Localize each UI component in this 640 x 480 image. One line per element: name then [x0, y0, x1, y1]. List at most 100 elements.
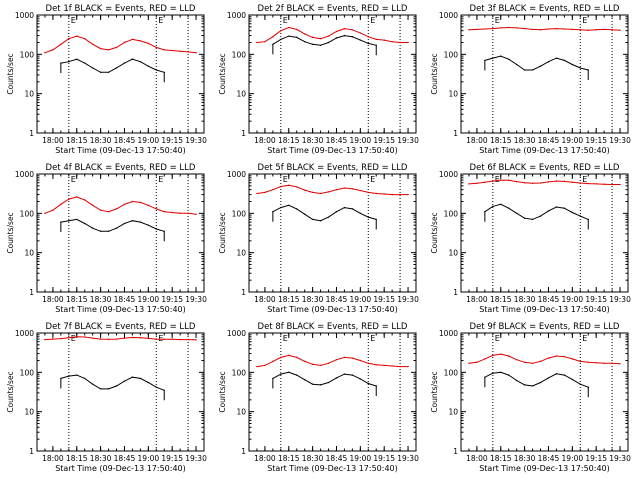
- data-point-events: [579, 215, 581, 217]
- data-point-events: [327, 381, 330, 384]
- data-point-lld: [91, 43, 94, 45]
- data-point-lld: [595, 29, 597, 31]
- data-point-lld: [147, 42, 150, 45]
- data-point-events: [492, 205, 494, 208]
- data-point-events: [68, 60, 70, 63]
- data-point-events: [84, 222, 86, 225]
- series-line-lld: [44, 336, 197, 341]
- data-point-events: [123, 62, 126, 64]
- data-point-lld: [351, 29, 354, 31]
- x-tick-label: 18:15: [490, 454, 512, 463]
- data-point-lld: [587, 182, 589, 185]
- data-point-lld: [311, 36, 314, 39]
- data-point-lld: [68, 37, 70, 40]
- data-point-events: [60, 221, 62, 223]
- y-tick-label: 100: [20, 209, 35, 218]
- data-point-events: [508, 374, 510, 376]
- y-tick-label: 10: [236, 249, 246, 258]
- data-point-lld: [327, 35, 330, 37]
- y-tick-label: 10: [448, 408, 458, 417]
- plot-frame: [460, 332, 629, 452]
- data-point-lld: [155, 338, 157, 340]
- data-point-lld: [539, 360, 542, 363]
- y-axis-label: Counts/sec: [6, 53, 15, 94]
- data-point-lld: [195, 339, 197, 341]
- data-point-lld: [280, 29, 282, 32]
- x-tick-label: 19:00: [350, 295, 372, 304]
- data-point-lld: [508, 179, 510, 182]
- data-point-lld: [579, 29, 581, 31]
- x-tick-label: 18:15: [278, 136, 300, 145]
- y-tick-label: 10: [236, 408, 246, 417]
- marker-label: E: [495, 16, 500, 25]
- x-tick-label: 18:15: [66, 454, 88, 463]
- marker-label: E: [71, 175, 76, 184]
- data-point-events: [531, 69, 534, 71]
- data-point-lld: [407, 193, 409, 196]
- data-point-lld: [484, 28, 486, 30]
- data-point-lld: [407, 365, 409, 368]
- x-tick-label: 18:15: [490, 136, 512, 145]
- data-point-events: [319, 44, 322, 46]
- data-point-events: [296, 374, 298, 376]
- data-point-events: [579, 67, 581, 69]
- data-point-lld: [383, 39, 385, 41]
- x-tick-label: 19:15: [585, 295, 607, 304]
- data-point-lld: [52, 49, 54, 51]
- data-point-lld: [139, 40, 142, 42]
- series-line-lld: [256, 354, 408, 368]
- x-tick-label: 18:00: [42, 295, 64, 304]
- data-point-events: [155, 69, 157, 71]
- data-point-events: [335, 211, 338, 213]
- data-point-lld: [531, 28, 534, 31]
- data-point-lld: [335, 358, 338, 361]
- data-point-events: [327, 216, 330, 218]
- data-point-lld: [319, 37, 322, 40]
- data-point-lld: [343, 356, 346, 359]
- data-point-events: [107, 388, 110, 390]
- plot-frame: [36, 14, 205, 134]
- y-axis-label: Counts/sec: [6, 212, 15, 253]
- x-tick-label: 18:45: [114, 295, 136, 304]
- data-point-events: [351, 36, 354, 38]
- data-point-events: [311, 383, 314, 385]
- data-point-events: [484, 211, 486, 213]
- data-point-events: [375, 385, 377, 387]
- x-tick-label: 19:00: [138, 295, 160, 304]
- plot-frame: [248, 332, 417, 452]
- data-point-lld: [288, 354, 290, 357]
- data-point-events: [60, 62, 62, 64]
- data-point-lld: [272, 36, 274, 38]
- series-line-events: [484, 371, 589, 388]
- series-line-events: [60, 218, 165, 232]
- y-tick-label: 1: [453, 447, 458, 456]
- data-point-events: [539, 215, 542, 217]
- data-point-lld: [539, 29, 542, 31]
- data-point-lld: [375, 192, 377, 195]
- series-line-events: [272, 371, 377, 387]
- x-tick-label: 18:15: [278, 295, 300, 304]
- data-point-lld: [139, 336, 142, 339]
- data-point-lld: [367, 191, 369, 194]
- plot-title: Det 1f BLACK = Events, RED = LLD: [46, 4, 196, 14]
- data-point-lld: [335, 30, 338, 33]
- series-line-events: [60, 374, 165, 391]
- data-point-lld: [327, 191, 330, 193]
- y-tick-label: 10: [236, 90, 246, 99]
- y-tick-label: 100: [232, 50, 247, 59]
- x-tick-label: 18:00: [254, 295, 276, 304]
- marker-label: E: [495, 334, 500, 343]
- data-point-events: [163, 230, 165, 232]
- plot-title: Det 7f BLACK = Events, RED = LLD: [46, 322, 196, 332]
- y-tick-label: 1000: [439, 329, 458, 338]
- data-point-lld: [311, 191, 314, 194]
- data-point-lld: [327, 362, 330, 364]
- data-point-lld: [76, 196, 78, 198]
- y-tick-label: 10: [24, 408, 34, 417]
- data-point-events: [272, 43, 274, 45]
- data-point-lld: [391, 40, 393, 43]
- y-tick-label: 1: [453, 129, 458, 138]
- data-point-lld: [288, 184, 290, 186]
- data-point-lld: [52, 338, 54, 340]
- y-axis-label: Counts/sec: [218, 371, 227, 412]
